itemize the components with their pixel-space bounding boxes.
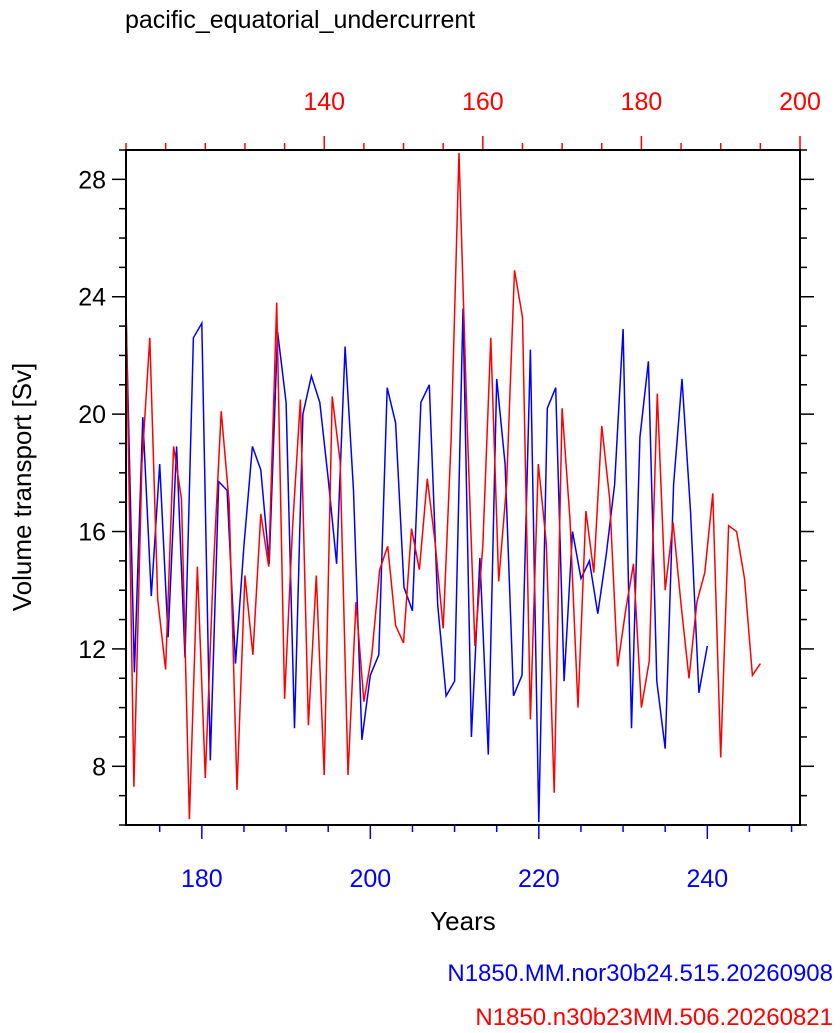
bottom-tick-label: 200 [349, 865, 391, 893]
chart-title: pacific_equatorial_undercurrent [125, 6, 475, 34]
top-axis-ticks: 140 160 180 200 [303, 88, 821, 150]
top-tick-label: 200 [779, 88, 821, 116]
bottom-axis-ticks: 180 200 220 240 [181, 825, 728, 893]
y-tick-label: 8 [92, 753, 106, 781]
y-tick-label: 12 [78, 636, 106, 664]
y-tick-label: 28 [78, 166, 106, 194]
bottom-tick-label: 180 [181, 865, 223, 893]
legend-entry-red: N1850.n30b23MM.506.20260821 [475, 1004, 833, 1031]
bottom-tick-label: 220 [518, 865, 560, 893]
x-axis-label: Years [430, 906, 496, 936]
y-axis-label: Volume transport [Sv] [7, 363, 37, 612]
top-tick-label: 180 [621, 88, 663, 116]
plot-frame [125, 149, 801, 826]
y-axis-ticks: 8 12 16 20 24 28 [78, 166, 814, 781]
top-tick-label: 160 [462, 88, 504, 116]
y-tick-label: 16 [78, 519, 106, 547]
y-tick-label: 20 [78, 401, 106, 429]
legend-entry-blue: N1850.MM.nor30b24.515.20260908 [447, 960, 833, 987]
bottom-tick-label: 240 [686, 865, 728, 893]
y-tick-label: 24 [78, 284, 106, 312]
series-line-red [125, 152, 762, 820]
minor-ticks [119, 143, 807, 832]
top-tick-label: 140 [303, 88, 345, 116]
